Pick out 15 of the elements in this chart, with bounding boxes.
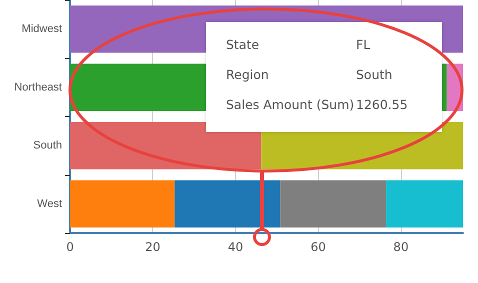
annotation: South [356,67,392,82]
x-tick-label: 60 [310,240,326,254]
annotation: Region [226,67,269,82]
y-tick-label: West [37,198,62,210]
x-tick-label: 20 [145,240,160,254]
y-tick-label: Midwest [22,23,62,36]
y-tick-label: Northeast [14,81,62,94]
annotation: Sales Amount (Sum) [226,97,354,112]
x-tick-label: 80 [393,240,409,254]
y-tick-label: South [33,140,62,152]
x-tick-label: 40 [228,240,244,254]
x-tick-label: 0 [66,240,74,254]
annotation: State [226,37,260,52]
annotation: FL [356,37,370,52]
annotation: 1260.55 [356,97,408,112]
